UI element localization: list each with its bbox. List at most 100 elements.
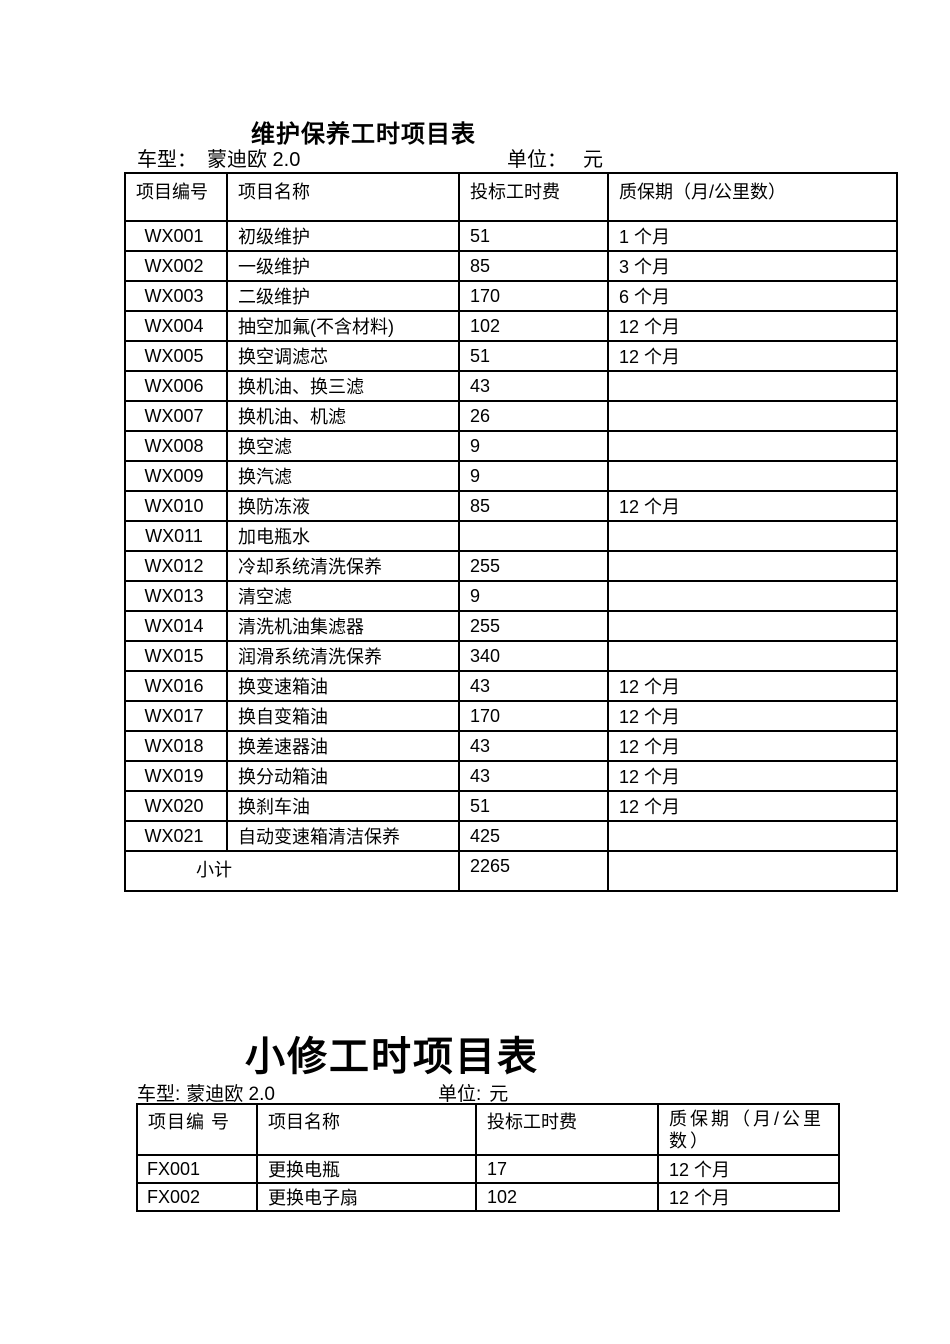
item-code-cell: WX002: [124, 250, 228, 282]
item-code-cell: WX020: [124, 790, 228, 822]
warranty-cell: 12 个月: [607, 340, 898, 372]
table-row: WX009 换汽滤 9: [124, 460, 898, 492]
table-row: WX013 清空滤 9: [124, 580, 898, 612]
maintenance-meta-line: 车型： 蒙迪欧 2.0 单位： 元: [137, 143, 603, 172]
table-row: WX019 换分动箱油 43 12 个月: [124, 760, 898, 792]
item-code-cell: WX018: [124, 730, 228, 762]
subtotal-row: 小计 2265: [124, 850, 898, 892]
model-label: 车型:: [137, 1084, 181, 1105]
warranty-cell: 12 个月: [607, 760, 898, 792]
fee-cell: 51: [458, 790, 609, 822]
fee-cell: 51: [458, 220, 609, 252]
subtotal-value-cell: 2265: [458, 850, 609, 892]
item-code-cell: FX002: [136, 1182, 258, 1212]
header-item-code: 项目编号: [124, 172, 228, 222]
fee-cell: 102: [458, 310, 609, 342]
fee-cell: 43: [458, 760, 609, 792]
warranty-cell: [607, 400, 898, 432]
fee-cell: 9: [458, 580, 609, 612]
warranty-cell: [607, 370, 898, 402]
item-name-cell: 自动变速箱清洁保养: [226, 820, 460, 852]
warranty-cell: [607, 460, 898, 492]
warranty-cell: 6 个月: [607, 280, 898, 312]
header-item-name: 项目名称: [256, 1103, 477, 1156]
fee-cell: 85: [458, 490, 609, 522]
subtotal-label-cell: 小计: [124, 850, 460, 892]
item-code-cell: WX007: [124, 400, 228, 432]
item-name-cell: 更换电子扇: [256, 1182, 477, 1212]
item-name-cell: 换机油、换三滤: [226, 370, 460, 402]
item-name-cell: 换汽滤: [226, 460, 460, 492]
warranty-cell: [607, 430, 898, 462]
warranty-cell: [607, 520, 898, 552]
item-code-cell: WX004: [124, 310, 228, 342]
table-row: FX001 更换电瓶 17 12 个月: [136, 1154, 840, 1184]
item-code-cell: FX001: [136, 1154, 258, 1184]
table-row: WX006 换机油、换三滤 43: [124, 370, 898, 402]
fee-cell: 17: [475, 1154, 659, 1184]
item-code-cell: WX014: [124, 610, 228, 642]
fee-cell: 102: [475, 1182, 659, 1212]
item-code-cell: WX013: [124, 580, 228, 612]
item-name-cell: 清洗机油集滤器: [226, 610, 460, 642]
table-row: WX005 换空调滤芯 51 12 个月: [124, 340, 898, 372]
warranty-cell: [607, 550, 898, 582]
table-row: WX002 一级维护 85 3 个月: [124, 250, 898, 282]
model-label: 车型：: [137, 149, 197, 171]
subtotal-warranty-cell: [607, 850, 898, 892]
item-code-cell: WX011: [124, 520, 228, 552]
table-row: WX011 加电瓶水: [124, 520, 898, 552]
fee-cell: 26: [458, 400, 609, 432]
warranty-cell: [607, 580, 898, 612]
table-row: WX021 自动变速箱清洁保养 425: [124, 820, 898, 852]
item-name-cell: 加电瓶水: [226, 520, 460, 552]
header-item-name: 项目名称: [226, 172, 460, 222]
model-value: 蒙迪欧 2.0: [186, 1084, 275, 1105]
item-code-cell: WX012: [124, 550, 228, 582]
item-name-cell: 冷却系统清洗保养: [226, 550, 460, 582]
item-code-cell: WX017: [124, 700, 228, 732]
fee-cell: 9: [458, 430, 609, 462]
warranty-cell: 12 个月: [657, 1182, 840, 1212]
item-name-cell: 清空滤: [226, 580, 460, 612]
warranty-cell: 12 个月: [607, 310, 898, 342]
table-row: WX003 二级维护 170 6 个月: [124, 280, 898, 312]
item-name-cell: 换变速箱油: [226, 670, 460, 702]
item-name-cell: 润滑系统清洗保养: [226, 640, 460, 672]
item-code-cell: WX006: [124, 370, 228, 402]
warranty-cell: 12 个月: [607, 670, 898, 702]
unit-label: 单位：: [507, 149, 567, 171]
table-row: FX002 更换电子扇 102 12 个月: [136, 1182, 840, 1212]
item-name-cell: 一级维护: [226, 250, 460, 282]
repair-table-body: FX001 更换电瓶 17 12 个月 FX002 更换电子扇 102 12 个月: [136, 1154, 840, 1212]
item-code-cell: WX005: [124, 340, 228, 372]
fee-cell: 43: [458, 730, 609, 762]
table-row: WX020 换刹车油 51 12 个月: [124, 790, 898, 822]
warranty-cell: 12 个月: [607, 730, 898, 762]
fee-cell: 170: [458, 700, 609, 732]
repair-table: 项目编 号 项目名称 投标工时费 质保期（月/公里数） FX001 更换电瓶 17 1…: [136, 1103, 840, 1212]
table-row: WX014 清洗机油集滤器 255: [124, 610, 898, 642]
fee-cell: 9: [458, 460, 609, 492]
maintenance-header-row: 项目编号 项目名称 投标工时费 质保期（月/公里数）: [124, 172, 898, 222]
fee-cell: 425: [458, 820, 609, 852]
table-row: WX012 冷却系统清洗保养 255: [124, 550, 898, 582]
unit-label: 单位:: [438, 1084, 482, 1105]
item-code-cell: WX021: [124, 820, 228, 852]
fee-cell: 51: [458, 340, 609, 372]
model-value: 蒙迪欧 2.0: [207, 149, 301, 171]
fee-cell: 43: [458, 670, 609, 702]
header-fee: 投标工时费: [458, 172, 609, 222]
fee-cell: 43: [458, 370, 609, 402]
item-name-cell: 二级维护: [226, 280, 460, 312]
table-row: WX016 换变速箱油 43 12 个月: [124, 670, 898, 702]
item-name-cell: 抽空加氟(不含材料): [226, 310, 460, 342]
item-name-cell: 换空滤: [226, 430, 460, 462]
repair-header-row: 项目编 号 项目名称 投标工时费 质保期（月/公里数）: [136, 1103, 840, 1156]
model-block: 车型： 蒙迪欧 2.0: [137, 143, 507, 172]
warranty-cell: 12 个月: [607, 490, 898, 522]
maintenance-table: 项目编号 项目名称 投标工时费 质保期（月/公里数） WX001 初级维护 51 1 …: [124, 172, 898, 892]
item-name-cell: 换机油、机滤: [226, 400, 460, 432]
repair-meta-line: 车型: 蒙迪欧 2.0 单位: 元: [137, 1079, 508, 1106]
